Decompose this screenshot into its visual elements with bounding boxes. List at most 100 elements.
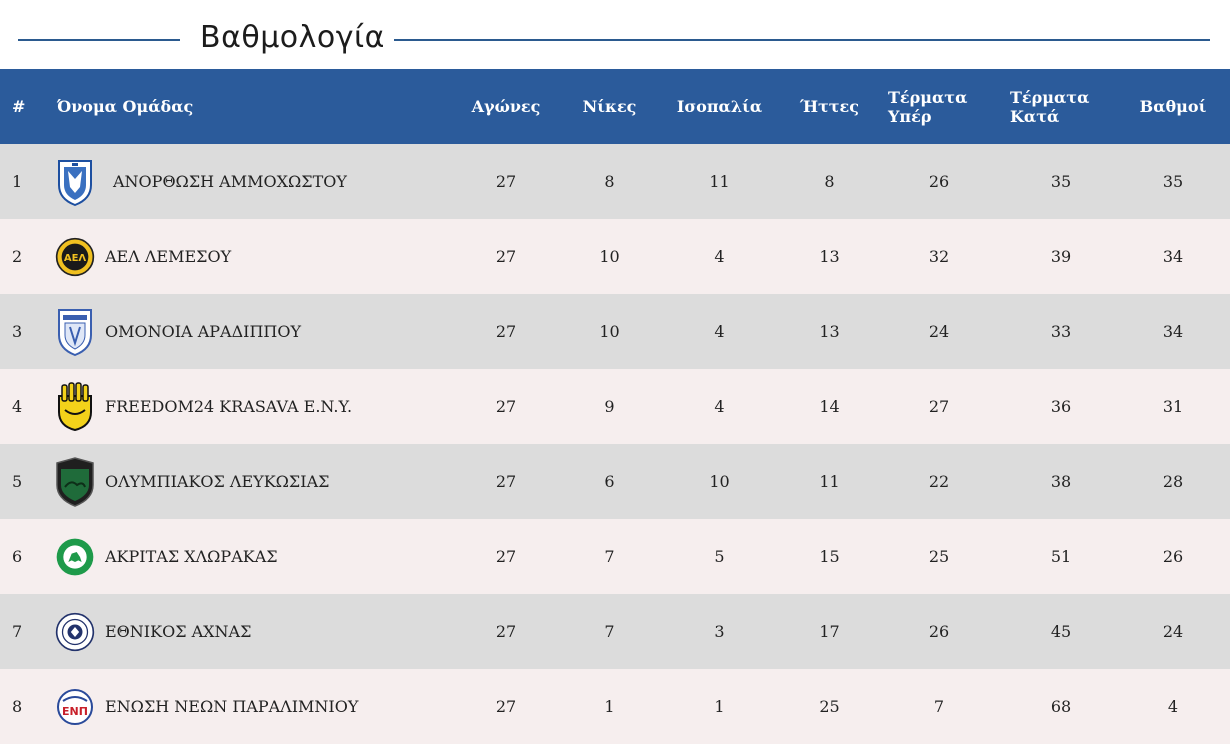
team-cell[interactable]: ΕΘΝΙΚΟΣ ΑΧΝΑΣ — [55, 594, 445, 669]
table-row[interactable]: 6 ΑΚΡΙΤΑΣ ΧΛΩΡΑΚΑΣ 27 7 5 15 25 — [0, 519, 1230, 594]
header-wins[interactable]: Νίκες — [582, 97, 637, 116]
played-cell: 27 — [495, 397, 517, 416]
rank-cell: 4 — [12, 397, 23, 416]
rank-cell: 1 — [12, 172, 23, 191]
header-goals-against-line2: Κατά — [1010, 106, 1060, 126]
ethnikos-crest-icon — [55, 607, 95, 657]
ael-crest-icon: ΑΕΛ — [55, 232, 95, 282]
losses-cell: 15 — [819, 547, 840, 566]
goals-for-cell: 25 — [928, 547, 950, 566]
team-cell[interactable]: ΑΕΛ ΑΕΛ ΛΕΜΕΣΟΥ — [55, 219, 445, 294]
goals-for-cell: 24 — [928, 322, 950, 341]
losses-cell: 11 — [819, 472, 840, 491]
table-row[interactable]: 7 ΕΘΝΙΚΟΣ ΑΧΝΑΣ 27 7 3 17 — [0, 594, 1230, 669]
goals-for-cell: 27 — [928, 397, 950, 416]
losses-cell: 25 — [819, 697, 840, 716]
draws-cell: 4 — [714, 247, 725, 266]
table-row[interactable]: 5 ΟΛΥΜΠΙΑΚΟΣ ΛΕΥΚΩΣΙΑΣ 27 6 10 11 2 — [0, 444, 1230, 519]
standings-title-bar: Βαθμολογία — [0, 0, 1230, 69]
rank-cell: 6 — [12, 547, 23, 566]
team-cell[interactable]: ΑΚΡΙΤΑΣ ΧΛΩΡΑΚΑΣ — [55, 519, 445, 594]
header-goals-for-line1: Τέρματα — [888, 87, 968, 107]
points-cell: 28 — [1162, 472, 1184, 491]
played-cell: 27 — [495, 172, 517, 191]
akritas-crest-icon — [55, 532, 95, 582]
header-points[interactable]: Βαθμοί — [1139, 97, 1207, 116]
losses-cell: 14 — [819, 397, 840, 416]
team-name: ΕΝΩΣΗ ΝΕΩΝ ΠΑΡΑΛΙΜΝΙΟΥ — [105, 697, 359, 716]
team-cell[interactable]: ΟΜΟΝΟΙΑ ΑΡΑΔΙΠΠΟΥ — [55, 294, 445, 369]
goals-against-cell: 36 — [1050, 397, 1072, 416]
enp-crest-icon: ΕΝΠ — [55, 682, 95, 732]
points-cell: 26 — [1162, 547, 1184, 566]
header-goals-for[interactable]: Τέρματα Υπέρ — [872, 69, 1006, 144]
played-cell: 27 — [495, 622, 517, 641]
wins-cell: 10 — [599, 322, 620, 341]
goals-against-cell: 51 — [1050, 547, 1072, 566]
points-cell: 4 — [1167, 697, 1179, 716]
svg-text:ΑΕΛ: ΑΕΛ — [64, 253, 87, 264]
wins-cell: 8 — [604, 172, 615, 191]
losses-cell: 17 — [819, 622, 840, 641]
header-goals-against-line1: Τέρματα — [1010, 87, 1090, 107]
wins-cell: 6 — [604, 472, 615, 491]
played-cell: 27 — [495, 322, 517, 341]
goals-against-cell: 35 — [1050, 172, 1072, 191]
table-row[interactable]: 3 ΟΜΟΝΟΙΑ ΑΡΑΔΙΠΠΟΥ 27 10 4 — [0, 294, 1230, 369]
draws-cell: 4 — [714, 322, 725, 341]
title-divider-right — [394, 39, 1210, 41]
goals-for-cell: 22 — [928, 472, 950, 491]
goals-for-cell: 7 — [933, 697, 945, 716]
olympiakos-crest-icon — [55, 456, 95, 507]
draws-cell: 11 — [709, 172, 730, 191]
played-cell: 27 — [495, 472, 517, 491]
rank-cell: 7 — [12, 622, 23, 641]
rank-cell: 5 — [12, 472, 23, 491]
team-name: ΟΜΟΝΟΙΑ ΑΡΑΔΙΠΠΟΥ — [105, 322, 302, 341]
points-cell: 24 — [1162, 622, 1184, 641]
losses-cell: 13 — [819, 247, 840, 266]
draws-cell: 4 — [714, 397, 725, 416]
table-row[interactable]: 4 FREEDOM24 KRASAVA E.N.Y. — [0, 369, 1230, 444]
omonia-aradippou-crest-icon — [55, 307, 95, 357]
header-goals-against[interactable]: Τέρματα Κατά — [1006, 69, 1116, 144]
team-cell[interactable]: ΑΝΟΡΘΩΣΗ ΑΜΜΟΧΩΣΤΟΥ — [55, 144, 445, 219]
points-cell: 31 — [1162, 397, 1184, 416]
played-cell: 27 — [495, 697, 517, 716]
header-played[interactable]: Αγώνες — [471, 97, 541, 116]
wins-cell: 10 — [599, 247, 620, 266]
header-rank[interactable]: # — [12, 97, 26, 116]
losses-cell: 13 — [819, 322, 840, 341]
table-header-row: # Όνομα Ομάδας Αγώνες Νίκες Ισοπαλία Ήττ… — [0, 69, 1230, 144]
draws-cell: 5 — [714, 547, 725, 566]
table-row[interactable]: 8 ΕΝΠ ΕΝΩΣΗ ΝΕΩΝ ΠΑΡΑΛΙΜΝΙΟΥ 27 1 1 25 — [0, 669, 1230, 744]
table-row[interactable]: 1 ΑΝΟΡΘΩΣΗ ΑΜΜΟΧΩΣΤΟΥ 27 8 11 — [0, 144, 1230, 219]
header-losses[interactable]: Ήττες — [800, 97, 859, 116]
draws-cell: 3 — [714, 622, 725, 641]
header-draws[interactable]: Ισοπαλία — [676, 97, 763, 116]
rank-cell: 2 — [12, 247, 23, 266]
rank-cell: 8 — [12, 697, 23, 716]
header-team[interactable]: Όνομα Ομάδας — [57, 97, 194, 116]
team-cell[interactable]: FREEDOM24 KRASAVA E.N.Y. — [55, 369, 445, 444]
team-cell[interactable]: ΟΛΥΜΠΙΑΚΟΣ ΛΕΥΚΩΣΙΑΣ — [55, 444, 445, 519]
team-name: ΑΕΛ ΛΕΜΕΣΟΥ — [105, 247, 232, 266]
goals-for-cell: 26 — [928, 172, 950, 191]
team-cell[interactable]: ΕΝΠ ΕΝΩΣΗ ΝΕΩΝ ΠΑΡΑΛΙΜΝΙΟΥ — [55, 669, 445, 744]
team-name: ΑΝΟΡΘΩΣΗ ΑΜΜΟΧΩΣΤΟΥ — [113, 172, 347, 191]
goals-against-cell: 45 — [1050, 622, 1072, 641]
draws-cell: 1 — [714, 697, 725, 716]
goals-against-cell: 39 — [1050, 247, 1072, 266]
goals-for-cell: 32 — [928, 247, 950, 266]
table-row[interactable]: 2 ΑΕΛ ΑΕΛ ΛΕΜΕΣΟΥ 27 10 4 13 32 — [0, 219, 1230, 294]
wins-cell: 7 — [604, 547, 615, 566]
goals-against-cell: 68 — [1050, 697, 1072, 716]
standings-table: # Όνομα Ομάδας Αγώνες Νίκες Ισοπαλία Ήττ… — [0, 69, 1230, 744]
page-title: Βαθμολογία — [200, 20, 385, 55]
wins-cell: 9 — [604, 397, 615, 416]
title-divider-left — [18, 39, 180, 41]
team-name: ΟΛΥΜΠΙΑΚΟΣ ΛΕΥΚΩΣΙΑΣ — [105, 472, 330, 491]
anorthosis-crest-icon — [55, 157, 95, 207]
svg-text:ΕΝΠ: ΕΝΠ — [62, 705, 88, 718]
points-cell: 34 — [1162, 322, 1184, 341]
